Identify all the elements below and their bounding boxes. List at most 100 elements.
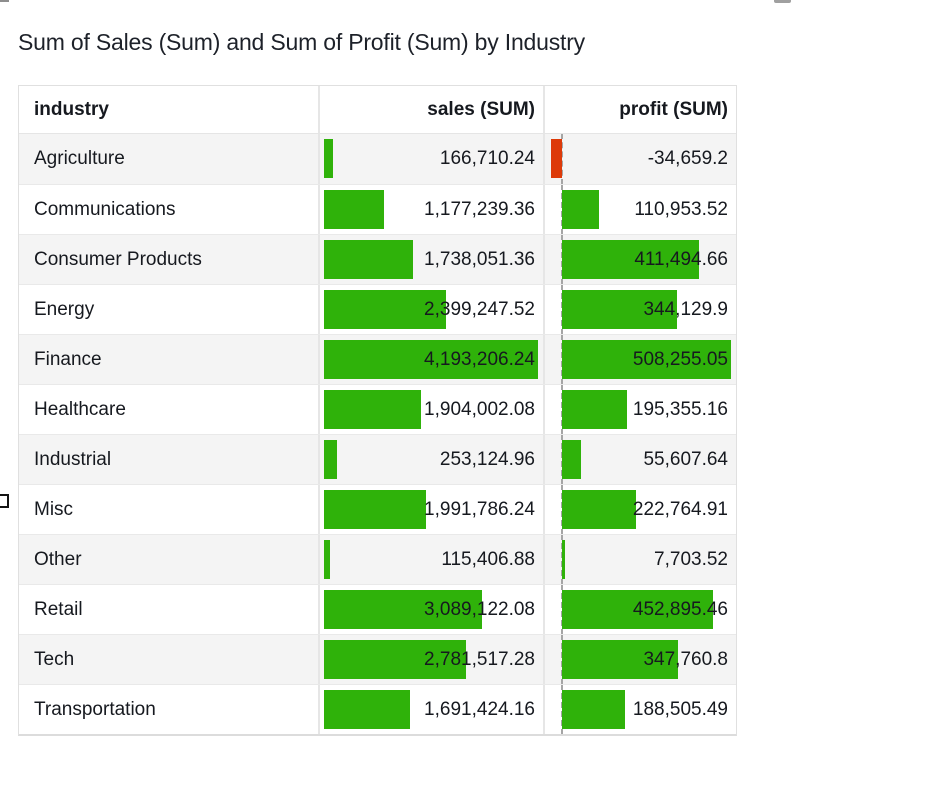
profit-bar <box>562 440 581 479</box>
sales-cell[interactable]: 1,991,786.24 <box>320 485 545 534</box>
sales-value: 1,904,002.08 <box>424 399 535 420</box>
profit-cell[interactable]: -34,659.2 <box>545 134 736 184</box>
column-header-sales[interactable]: sales (SUM) <box>320 86 545 133</box>
data-table: industry sales (SUM) profit (SUM) Agricu… <box>18 85 737 736</box>
industry-cell[interactable]: Healthcare <box>19 385 320 434</box>
table-row: Tech 2,781,517.28 347,760.8 <box>19 634 736 684</box>
widget-resize-handle-top[interactable] <box>774 0 791 3</box>
profit-value: 347,760.8 <box>643 649 728 670</box>
profit-bar <box>551 139 563 178</box>
sales-cell[interactable]: 4,193,206.24 <box>320 335 545 384</box>
profit-cell[interactable]: 344,129.9 <box>545 285 736 334</box>
profit-value: 411,494.66 <box>634 249 728 270</box>
sales-bar <box>324 139 333 178</box>
sales-bar <box>324 440 337 479</box>
industry-cell[interactable]: Transportation <box>19 685 320 734</box>
profit-cell[interactable]: 195,355.16 <box>545 385 736 434</box>
table-row: Communications 1,177,239.36 110,953.52 <box>19 184 736 234</box>
profit-cell[interactable]: 508,255.05 <box>545 335 736 384</box>
sales-bar <box>324 290 447 329</box>
sales-cell[interactable]: 1,177,239.36 <box>320 185 545 234</box>
profit-value: 7,703.52 <box>654 549 728 570</box>
profit-value: 188,505.49 <box>632 699 728 720</box>
sales-bar <box>324 690 411 729</box>
table-row: Retail 3,089,122.08 452,895.46 <box>19 584 736 634</box>
industry-cell[interactable]: Energy <box>19 285 320 334</box>
table-body: Agriculture 166,710.24 -34,659.2 Communicat… <box>19 134 736 734</box>
widget-resize-handle-top-left[interactable] <box>0 0 9 2</box>
sales-cell[interactable]: 2,781,517.28 <box>320 635 545 684</box>
sales-bar <box>324 590 482 629</box>
industry-cell[interactable]: Tech <box>19 635 320 684</box>
sales-cell[interactable]: 166,710.24 <box>320 134 545 184</box>
sales-cell[interactable]: 3,089,122.08 <box>320 585 545 634</box>
column-header-industry[interactable]: industry <box>19 86 320 133</box>
profit-bar <box>562 490 637 529</box>
industry-cell[interactable]: Consumer Products <box>19 235 320 284</box>
profit-bar <box>562 190 600 229</box>
industry-cell[interactable]: Misc <box>19 485 320 534</box>
table-row: Consumer Products 1,738,051.36 411,494.66 <box>19 234 736 284</box>
profit-value: 344,129.9 <box>643 299 728 320</box>
zero-baseline <box>561 134 564 184</box>
industry-cell[interactable]: Communications <box>19 185 320 234</box>
profit-cell[interactable]: 188,505.49 <box>545 685 736 734</box>
profit-bar <box>562 390 628 429</box>
sales-bar <box>324 540 330 579</box>
profit-bar <box>562 340 731 379</box>
profit-bar <box>562 240 699 279</box>
sales-cell[interactable]: 115,406.88 <box>320 535 545 584</box>
industry-cell[interactable]: Agriculture <box>19 134 320 184</box>
sales-bar <box>324 240 413 279</box>
sales-value: 253,124.96 <box>439 449 535 470</box>
sales-cell[interactable]: 1,904,002.08 <box>320 385 545 434</box>
industry-cell[interactable]: Retail <box>19 585 320 634</box>
table-row: Energy 2,399,247.52 344,129.9 <box>19 284 736 334</box>
sales-value: 166,710.24 <box>439 148 535 169</box>
profit-bar <box>562 540 566 579</box>
sales-bar <box>324 390 422 429</box>
sales-value: 2,399,247.52 <box>424 299 535 320</box>
profit-value: -34,659.2 <box>647 148 728 169</box>
profit-cell[interactable]: 110,953.52 <box>545 185 736 234</box>
profit-value: 508,255.05 <box>632 349 728 370</box>
sales-cell[interactable]: 253,124.96 <box>320 435 545 484</box>
profit-bar <box>562 640 678 679</box>
profit-cell[interactable]: 222,764.91 <box>545 485 736 534</box>
sales-bar <box>324 340 538 379</box>
sales-value: 3,089,122.08 <box>424 599 535 620</box>
sales-value: 1,177,239.36 <box>424 199 535 220</box>
sales-cell[interactable]: 1,738,051.36 <box>320 235 545 284</box>
profit-cell[interactable]: 347,760.8 <box>545 635 736 684</box>
sales-cell[interactable]: 2,399,247.52 <box>320 285 545 334</box>
sales-bar <box>324 190 385 229</box>
profit-value: 452,895.46 <box>632 599 728 620</box>
profit-value: 55,607.64 <box>643 449 728 470</box>
industry-cell[interactable]: Other <box>19 535 320 584</box>
table-header-row: industry sales (SUM) profit (SUM) <box>19 86 736 134</box>
sales-value: 1,691,424.16 <box>424 699 535 720</box>
industry-cell[interactable]: Industrial <box>19 435 320 484</box>
profit-bar <box>562 690 625 729</box>
profit-value: 222,764.91 <box>632 499 728 520</box>
sales-value: 2,781,517.28 <box>424 649 535 670</box>
column-header-profit[interactable]: profit (SUM) <box>619 99 728 120</box>
sales-value: 1,738,051.36 <box>424 249 535 270</box>
sales-cell[interactable]: 1,691,424.16 <box>320 685 545 734</box>
table-row: Healthcare 1,904,002.08 195,355.16 <box>19 384 736 434</box>
profit-cell[interactable]: 55,607.64 <box>545 435 736 484</box>
table-row: Finance 4,193,206.24 508,255.05 <box>19 334 736 384</box>
profit-cell[interactable]: 411,494.66 <box>545 235 736 284</box>
industry-cell[interactable]: Finance <box>19 335 320 384</box>
profit-cell[interactable]: 452,895.46 <box>545 585 736 634</box>
table-row: Misc 1,991,786.24 222,764.91 <box>19 484 736 534</box>
table-row: Industrial 253,124.96 55,607.64 <box>19 434 736 484</box>
widget-resize-handle-left[interactable] <box>0 494 9 508</box>
sales-bar <box>324 640 466 679</box>
profit-value: 110,953.52 <box>634 199 728 220</box>
profit-cell[interactable]: 7,703.52 <box>545 535 736 584</box>
profit-bar <box>562 290 677 329</box>
visual-title: Sum of Sales (Sum) and Sum of Profit (Su… <box>18 29 585 55</box>
sales-value: 4,193,206.24 <box>424 349 535 370</box>
